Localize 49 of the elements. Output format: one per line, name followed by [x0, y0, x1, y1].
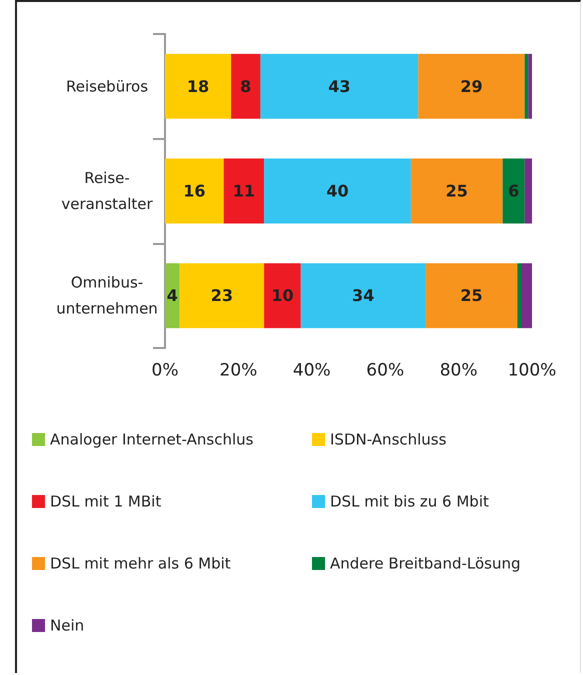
bar [260, 54, 418, 119]
y-tick-label: Reisebüros [66, 77, 148, 96]
legend-label: DSL mit bis zu 6 Mbit [330, 492, 489, 510]
legend-label: DSL mit 1 MBit [50, 492, 162, 510]
legend-label: Nein [50, 616, 84, 634]
x-tick-label: 60% [366, 360, 404, 380]
bar [528, 54, 532, 119]
bar [520, 263, 532, 328]
data-label: 43 [328, 76, 350, 96]
bar [224, 158, 264, 224]
bar [426, 263, 518, 328]
bar [264, 263, 301, 328]
x-tick-label: 80% [440, 360, 478, 380]
bar [524, 158, 532, 224]
bar [418, 54, 525, 119]
bar [180, 263, 264, 328]
data-label: 4 [166, 286, 178, 306]
x-tick-label: 40% [292, 360, 331, 380]
data-label: 29 [460, 76, 483, 96]
bar [264, 158, 411, 224]
x-tick-label: 0% [152, 360, 178, 380]
y-tick-label: Reise- veranstalter [61, 169, 154, 213]
data-label: 23 [210, 286, 234, 306]
legend-label: Analoger Internet-Anschlus [50, 430, 254, 448]
x-tick-label: 20% [220, 360, 258, 380]
data-label: 25 [446, 182, 468, 200]
data-label: 40 [326, 182, 349, 200]
bar [517, 263, 521, 328]
x-tick-label: 100% [508, 360, 556, 380]
bar [231, 54, 260, 119]
data-label: 10 [271, 286, 294, 306]
bar [165, 158, 224, 224]
data-label: 11 [232, 182, 256, 200]
bar [524, 54, 528, 119]
bar [165, 263, 180, 328]
bar [300, 263, 426, 328]
bar [165, 54, 232, 119]
legend-label: ISDN-Anschluss [330, 430, 447, 448]
bar [410, 158, 503, 224]
data-label: 34 [352, 286, 374, 306]
legend-label: Andere Breitband-Lösung [330, 554, 521, 572]
y-tick-label: Omnibus- unternehmen [56, 274, 158, 318]
data-label: 16 [183, 182, 206, 200]
data-label: 8 [240, 76, 252, 96]
data-label: 18 [186, 76, 210, 96]
legend-label: DSL mit mehr als 6 Mbit [50, 554, 231, 572]
data-label: 6 [508, 182, 520, 200]
data-label: 25 [460, 286, 483, 306]
bar [502, 158, 525, 224]
